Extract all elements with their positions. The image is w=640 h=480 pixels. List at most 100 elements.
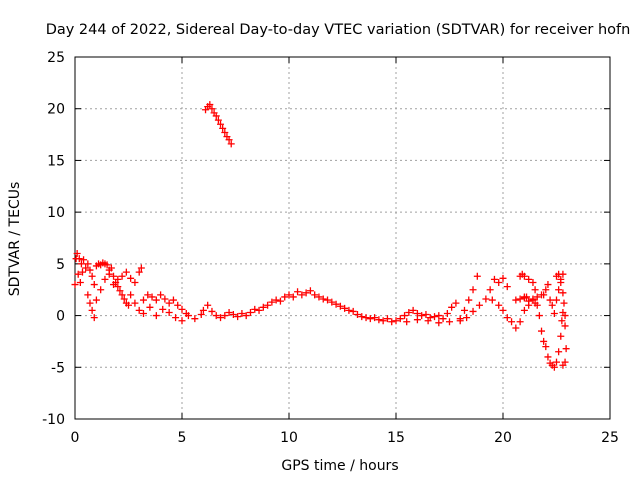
data-point [107,264,115,272]
data-point [460,306,468,314]
data-point [538,327,546,335]
data-point [520,306,528,314]
y-tick-label: 20 [47,102,65,118]
y-tick-label: 5 [56,257,65,273]
data-point [558,317,566,325]
data-point [298,291,306,299]
data-point [71,281,79,289]
data-point [178,305,186,313]
data-point [486,286,494,294]
data-point [86,299,94,307]
data-point [328,298,336,306]
data-point [225,308,233,316]
marker-layer [71,101,570,371]
data-point [482,295,490,303]
data-point [227,140,235,148]
x-tick-label: 10 [280,430,298,446]
data-point [281,293,289,301]
data-point [529,278,537,286]
data-point [362,314,370,322]
data-point [525,275,533,283]
data-point [542,343,550,351]
data-point [341,304,349,312]
data-point [533,301,541,309]
data-point [529,295,537,303]
data-point [159,305,167,313]
data-point [388,318,396,326]
data-point [208,105,216,113]
data-point [553,296,560,304]
data-point [191,315,199,323]
data-point [405,308,413,316]
data-point [315,293,323,301]
data-point [383,315,391,323]
data-point [199,306,207,314]
data-point [548,301,556,309]
data-point [110,272,118,280]
data-point [78,268,86,276]
data-point [555,270,563,278]
grid-layer [75,57,610,419]
data-point [422,311,430,319]
data-point [353,311,361,319]
data-point [135,306,143,314]
data-point [516,318,524,326]
y-tick-label: -5 [51,360,65,376]
data-point [264,301,272,309]
data-point [431,313,439,321]
data-point [371,314,379,322]
data-point [345,306,353,314]
data-point [217,314,225,322]
data-point [114,283,122,291]
data-point [88,272,96,280]
data-point [246,308,254,316]
data-point [285,291,293,299]
y-tick-label: 25 [47,50,65,66]
x-tick-label: 25 [601,430,619,446]
data-point [82,264,90,272]
data-point [559,361,567,369]
data-point [306,287,314,295]
data-point [336,302,344,310]
data-point [276,297,284,305]
data-point [475,301,483,309]
data-point [401,312,409,320]
data-point [204,301,212,309]
data-point [488,296,496,304]
data-point [456,317,464,325]
data-point [379,317,387,325]
data-point [302,289,310,297]
data-point [525,297,533,305]
data-point [424,317,432,325]
x-axis-label: GPS time / hours [281,458,398,474]
data-point [403,318,411,326]
data-point [251,305,259,313]
x-tick-label: 20 [494,430,512,446]
y-tick-label: 15 [47,153,65,169]
data-point [463,314,471,322]
data-point [409,306,417,314]
data-point [229,311,237,319]
data-point [152,296,160,304]
data-point [559,289,567,297]
data-point [358,313,366,321]
data-point [118,291,126,299]
data-point [324,296,332,304]
data-point [555,286,563,294]
data-point [139,296,147,304]
data-point [332,300,340,308]
data-point [161,295,169,303]
data-point [319,295,327,303]
data-point [178,317,186,325]
data-point [105,270,113,278]
data-point [127,274,135,282]
data-point [255,306,263,314]
data-point [435,312,443,320]
data-point [349,307,357,315]
data-point [448,303,456,311]
data-point [206,101,214,109]
data-point [144,291,152,299]
data-point [219,124,227,132]
data-point [435,319,443,327]
